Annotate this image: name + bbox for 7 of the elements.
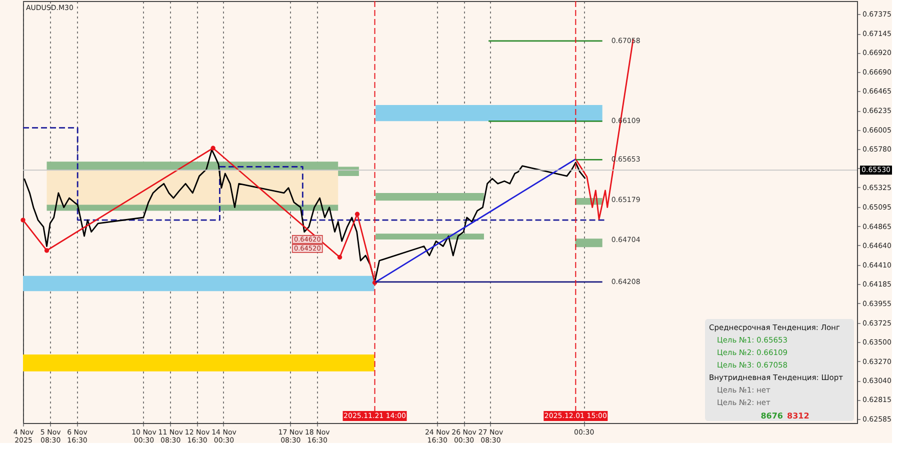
point [20, 218, 26, 222]
point [210, 146, 216, 150]
point [354, 212, 360, 216]
annotation: 8676 [760, 412, 784, 420]
annotation: 8312 [787, 412, 810, 420]
point [337, 254, 342, 260]
point [44, 248, 50, 253]
